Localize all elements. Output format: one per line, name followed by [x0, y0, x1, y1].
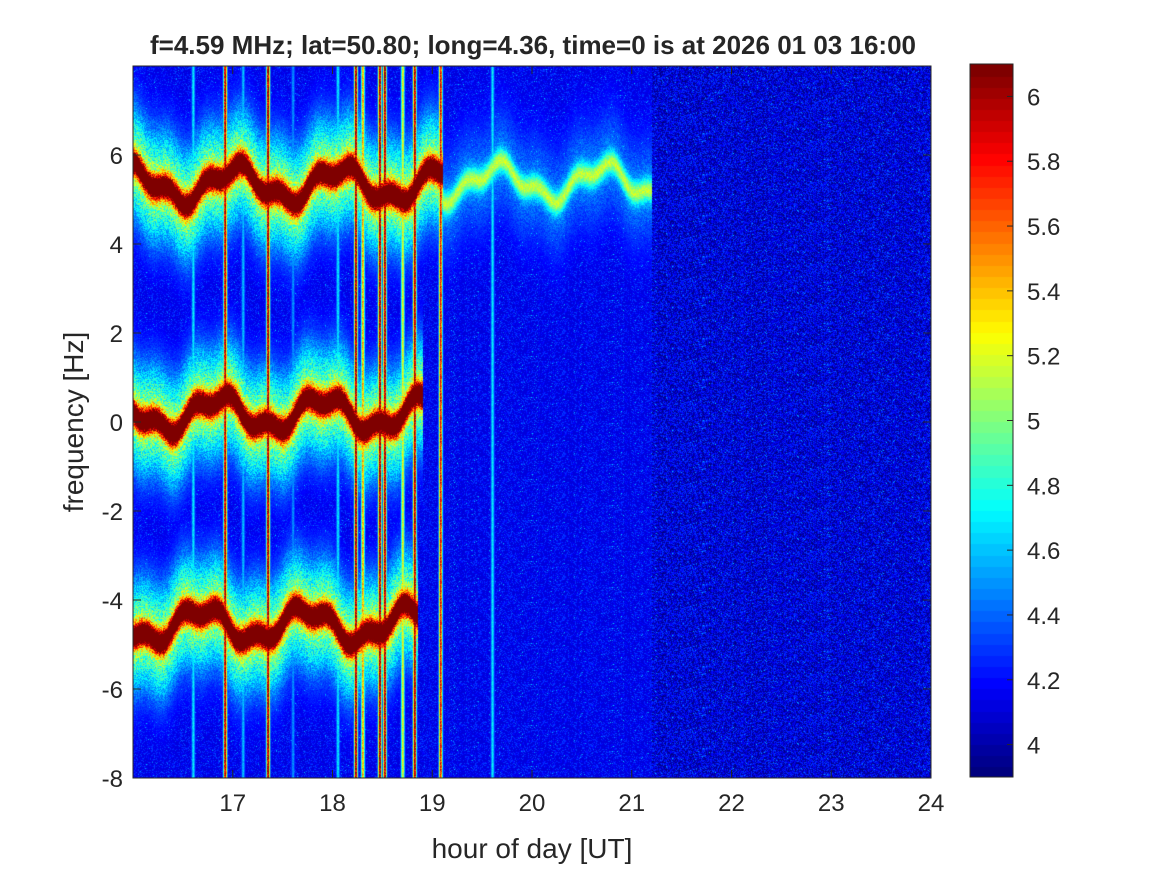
x-tick-label: 22: [718, 790, 745, 817]
colorbar-tick-label: 5.4: [1027, 279, 1060, 306]
x-axis: 17 18 19 20 21 22 23 24: [219, 66, 944, 817]
colorbar-tick-label: 6: [1027, 84, 1040, 111]
y-tick-label: -6: [102, 677, 123, 704]
x-axis-label: hour of day [UT]: [432, 833, 633, 864]
x-tick-label: 23: [818, 790, 845, 817]
y-tick-label: 0: [110, 410, 123, 437]
colorbar-tick-label: 4.4: [1027, 603, 1060, 630]
colorbar-tick-label: 4.6: [1027, 538, 1060, 565]
x-tick-label: 18: [319, 790, 346, 817]
colorbar-tick-label: 4.8: [1027, 473, 1060, 500]
y-tick-label: -2: [102, 499, 123, 526]
colorbar-ticks: 4 4.2 4.4 4.6 4.8 5 5.2 5.4 5.6 5.8 6: [1007, 84, 1060, 760]
colorbar: [970, 64, 1013, 777]
y-tick-label: 4: [110, 232, 123, 259]
colorbar-tick-label: 5.6: [1027, 214, 1060, 241]
y-tick-label: 6: [110, 143, 123, 170]
y-axis-label: frequency [Hz]: [58, 332, 89, 513]
x-tick-label: 20: [519, 790, 546, 817]
x-tick-label: 24: [918, 790, 945, 817]
colorbar-tick-label: 4: [1027, 733, 1040, 760]
colorbar-tick-label: 5.2: [1027, 344, 1060, 371]
y-tick-label: -4: [102, 588, 123, 615]
y-tick-label: -8: [102, 766, 123, 793]
y-axis: -8 -6 -4 -2 0 2 4 6: [102, 143, 931, 793]
x-tick-label: 21: [618, 790, 645, 817]
heatmap-canvas: [133, 66, 931, 778]
colorbar-tick-label: 5: [1027, 409, 1040, 436]
plot-area: [133, 66, 931, 778]
x-tick-label: 17: [219, 790, 246, 817]
y-tick-label: 2: [110, 321, 123, 348]
colorbar-tick-label: 4.2: [1027, 668, 1060, 695]
colorbar-tick-label: 5.8: [1027, 149, 1060, 176]
chart-title: f=4.59 MHz; lat=50.80; long=4.36, time=0…: [150, 30, 916, 60]
colorbar-canvas: [970, 64, 1013, 777]
x-tick-label: 19: [419, 790, 446, 817]
